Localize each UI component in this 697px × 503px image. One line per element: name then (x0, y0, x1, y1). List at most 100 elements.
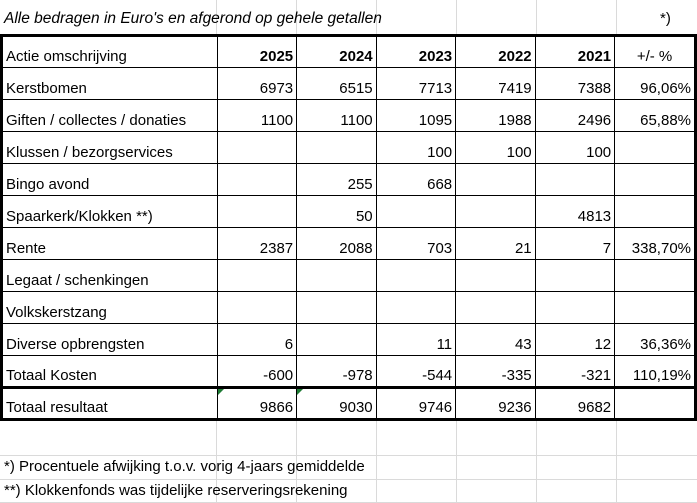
row-label[interactable]: Giften / collectes / donaties (1, 99, 218, 132)
cell-value[interactable] (534, 163, 616, 196)
cell-value[interactable]: 1988 (455, 99, 536, 132)
cell-value[interactable]: 9746 (375, 386, 457, 420)
header-year[interactable]: 2022 (455, 34, 536, 68)
row-label[interactable]: Rente (1, 227, 218, 260)
cell-pct[interactable] (614, 163, 696, 196)
cell-value[interactable]: 100 (455, 131, 536, 164)
cell-value[interactable]: 2088 (296, 227, 377, 260)
cell-value[interactable]: 9866 (216, 386, 298, 420)
cell-value[interactable]: -544 (375, 355, 457, 388)
cell-value[interactable] (375, 291, 457, 324)
cell-value[interactable]: 6 (216, 323, 298, 356)
cell-value[interactable] (534, 291, 616, 324)
cell-value[interactable] (296, 259, 377, 292)
cell-value[interactable]: 703 (375, 227, 457, 260)
cell-pct[interactable]: 36,36% (614, 323, 696, 356)
cell-value[interactable]: 1100 (296, 99, 377, 132)
cell-value[interactable]: 1095 (375, 99, 457, 132)
cell-value[interactable] (216, 259, 298, 292)
cell-value[interactable]: 12 (534, 323, 616, 356)
table-row: Volkskerstzang (1, 291, 696, 324)
footnote-2: **) Klokkenfonds was tijdelijke reserver… (4, 482, 348, 499)
cell-value[interactable]: 7419 (455, 67, 536, 100)
value-text: 9030 (339, 399, 373, 416)
cell-value[interactable]: 21 (455, 227, 536, 260)
cell-value[interactable]: -600 (216, 355, 298, 388)
cell-value[interactable]: 2496 (534, 99, 616, 132)
cell-value[interactable] (216, 291, 298, 324)
total-row: Totaal resultaat 9866 9030 9746 9236 968… (1, 386, 696, 420)
cell-pct[interactable]: 338,70% (614, 227, 696, 260)
gridline (0, 455, 697, 456)
cell-value[interactable]: 4813 (534, 195, 616, 228)
cell-pct[interactable] (614, 291, 696, 324)
cell-value[interactable]: 50 (296, 195, 377, 228)
cell-pct[interactable] (614, 259, 696, 292)
cell-value[interactable]: 9236 (455, 386, 536, 420)
table-row: Giften / collectes / donaties 1100 1100 109… (1, 99, 696, 132)
cell-value[interactable] (534, 259, 616, 292)
table-row: Diverse opbrengsten 6 11 43 12 36,36% (1, 323, 696, 356)
cell-value[interactable]: 9682 (534, 386, 616, 420)
row-label[interactable]: Totaal Kosten (1, 355, 218, 388)
table-row: Klussen / bezorgservices 100 100 100 (1, 131, 696, 164)
cell-pct[interactable]: 110,19% (614, 355, 696, 388)
row-label[interactable]: Legaat / schenkingen (1, 259, 218, 292)
row-label[interactable]: Spaarkerk/Klokken **) (1, 195, 218, 228)
cell-value[interactable]: 43 (455, 323, 536, 356)
cell-value[interactable]: 7388 (534, 67, 616, 100)
cell-pct[interactable] (614, 386, 696, 420)
cell-pct[interactable] (614, 195, 696, 228)
cell-pct[interactable]: 96,06% (614, 67, 696, 100)
row-label[interactable]: Diverse opbrengsten (1, 323, 218, 356)
row-label[interactable]: Volkskerstzang (1, 291, 218, 324)
cell-value[interactable]: 6515 (296, 67, 377, 100)
cell-value[interactable]: -335 (455, 355, 536, 388)
cell-value[interactable]: 11 (375, 323, 457, 356)
header-year[interactable]: 2024 (296, 34, 377, 68)
value-text: 9866 (259, 399, 294, 416)
cell-value[interactable]: 2387 (216, 227, 298, 260)
row-label[interactable]: Bingo avond (1, 163, 218, 196)
row-label[interactable]: Totaal resultaat (1, 386, 218, 420)
title-note: *) (660, 10, 671, 27)
cell-value[interactable] (296, 323, 377, 356)
cell-value[interactable] (375, 195, 457, 228)
cell-value[interactable]: 100 (375, 131, 457, 164)
cell-value[interactable]: 7 (534, 227, 616, 260)
row-label[interactable]: Klussen / bezorgservices (1, 131, 218, 164)
cell-value[interactable] (296, 131, 377, 164)
cell-value[interactable] (216, 131, 298, 164)
cell-value[interactable] (455, 163, 536, 196)
table-row: Spaarkerk/Klokken **) 50 4813 (1, 195, 696, 228)
cell-value[interactable] (455, 291, 536, 324)
footnote-1: *) Procentuele afwijking t.o.v. vorig 4-… (4, 458, 365, 475)
cell-value[interactable]: 255 (296, 163, 377, 196)
cell-value[interactable]: -321 (534, 355, 616, 388)
cell-value[interactable] (216, 195, 298, 228)
cell-value[interactable]: 100 (534, 131, 616, 164)
header-label[interactable]: Actie omschrijving (1, 34, 218, 68)
row-label[interactable]: Kerstbomen (1, 67, 218, 100)
cell-value[interactable] (216, 163, 298, 196)
cell-value[interactable] (455, 259, 536, 292)
table-row: Legaat / schenkingen (1, 259, 696, 292)
cell-value[interactable]: 1100 (216, 99, 298, 132)
cell-value[interactable]: 668 (375, 163, 457, 196)
cell-value[interactable]: -978 (296, 355, 377, 388)
header-year[interactable]: 2025 (216, 34, 298, 68)
header-year[interactable]: 2023 (375, 34, 457, 68)
cell-value[interactable] (455, 195, 536, 228)
cell-value[interactable]: 7713 (375, 67, 457, 100)
cell-value[interactable]: 6973 (216, 67, 298, 100)
cell-pct[interactable] (614, 131, 696, 164)
header-pct[interactable]: +/- % (614, 34, 696, 68)
cell-pct[interactable]: 65,88% (614, 99, 696, 132)
cell-value[interactable] (296, 291, 377, 324)
sheet-title: Alle bedragen in Euro's en afgerond op g… (4, 10, 382, 27)
header-year[interactable]: 2021 (534, 34, 616, 68)
cell-value[interactable] (375, 259, 457, 292)
gridline (0, 479, 697, 480)
cell-value[interactable]: 9030 (296, 386, 377, 420)
error-indicator-icon (297, 389, 304, 395)
